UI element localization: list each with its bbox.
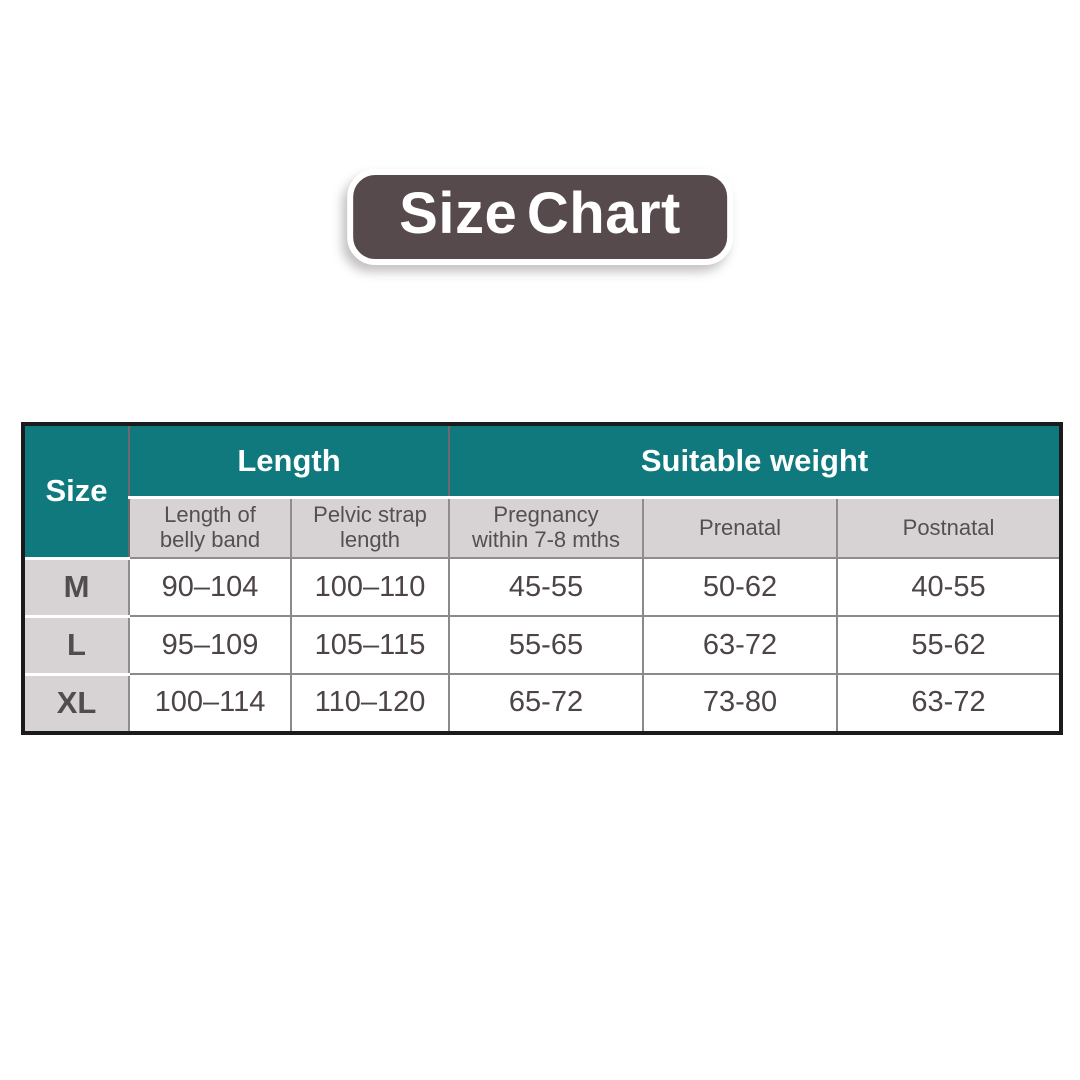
- size-cell-l: L: [23, 614, 130, 676]
- cell-xl-pelvic-strap: 110–120: [290, 673, 450, 734]
- cell-l-prenatal: 63-72: [642, 615, 838, 675]
- sub-header-row: Length of belly band Pelvic strap length…: [23, 496, 1063, 559]
- subheader-pelvic-strap: Pelvic strap length: [290, 496, 450, 559]
- group-header-row: Size Length Suitable weight: [22, 423, 1063, 560]
- group-header-length: Length: [128, 423, 450, 499]
- size-cell-m: M: [23, 556, 130, 618]
- size-cell-xl: XL: [23, 672, 130, 734]
- cell-l-postnatal: 55-62: [835, 615, 1063, 675]
- subheader-belly-band: Length of belly band: [128, 496, 292, 559]
- group-header-suitable-weight: Suitable weight: [447, 423, 1063, 499]
- size-chart-badge: Size Chart: [347, 169, 733, 265]
- subheader-postnatal: Postnatal: [835, 496, 1063, 559]
- corner-header-size: Size: [22, 423, 130, 560]
- size-chart-table: Size Length Suitable weight Length of be…: [21, 422, 1064, 735]
- cell-l-pelvic-strap: 105–115: [290, 615, 450, 675]
- table-row-xl: XL 100–114 110–120 65-72 73-80 63-72: [23, 672, 1063, 734]
- table-row-m: M 90–104 100–110 45-55 50-62 40-55: [23, 556, 1063, 618]
- cell-xl-prenatal: 73-80: [642, 673, 838, 734]
- badge-label: Size Chart: [399, 181, 681, 246]
- cell-m-pelvic-strap: 100–110: [290, 557, 450, 617]
- cell-m-pregnancy: 45-55: [448, 557, 644, 617]
- subheader-pregnancy: Pregnancy within 7-8 mths: [448, 496, 644, 559]
- table-row-l: L 95–109 105–115 55-65 63-72 55-62: [23, 614, 1063, 676]
- subheader-prenatal: Prenatal: [642, 496, 838, 559]
- cell-m-postnatal: 40-55: [835, 557, 1063, 617]
- cell-l-belly-band: 95–109: [128, 615, 292, 675]
- cell-l-pregnancy: 55-65: [448, 615, 644, 675]
- cell-xl-pregnancy: 65-72: [448, 673, 644, 734]
- cell-xl-postnatal: 63-72: [835, 673, 1063, 734]
- cell-m-belly-band: 90–104: [128, 557, 292, 617]
- cell-m-prenatal: 50-62: [642, 557, 838, 617]
- cell-xl-belly-band: 100–114: [128, 673, 292, 734]
